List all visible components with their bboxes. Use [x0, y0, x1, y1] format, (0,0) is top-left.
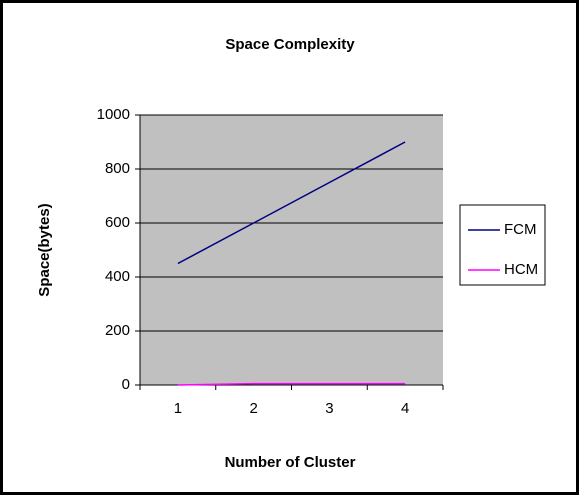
y-tick-label: 1000: [97, 106, 130, 123]
legend-label: FCM: [504, 221, 537, 238]
plot-area: [140, 115, 443, 385]
y-tick-label: 600: [105, 214, 130, 231]
y-tick-label: 0: [122, 376, 130, 393]
legend-label: HCM: [504, 261, 538, 278]
series-line: [177, 141, 406, 265]
y-tick-label: 200: [105, 322, 130, 339]
x-tick-label: 3: [325, 400, 333, 417]
x-tick-label: 1: [174, 400, 182, 417]
chart-title: Space Complexity: [225, 36, 355, 53]
legend-box: [459, 204, 546, 286]
y-tick-label: 400: [105, 268, 130, 285]
y-axis-label: Space(bytes): [36, 203, 53, 296]
series-line: [177, 382, 406, 386]
y-tick-label: 800: [105, 160, 130, 177]
x-tick-label: 2: [249, 400, 257, 417]
x-axis-label: Number of Cluster: [225, 454, 356, 471]
x-tick-label: 4: [401, 400, 409, 417]
